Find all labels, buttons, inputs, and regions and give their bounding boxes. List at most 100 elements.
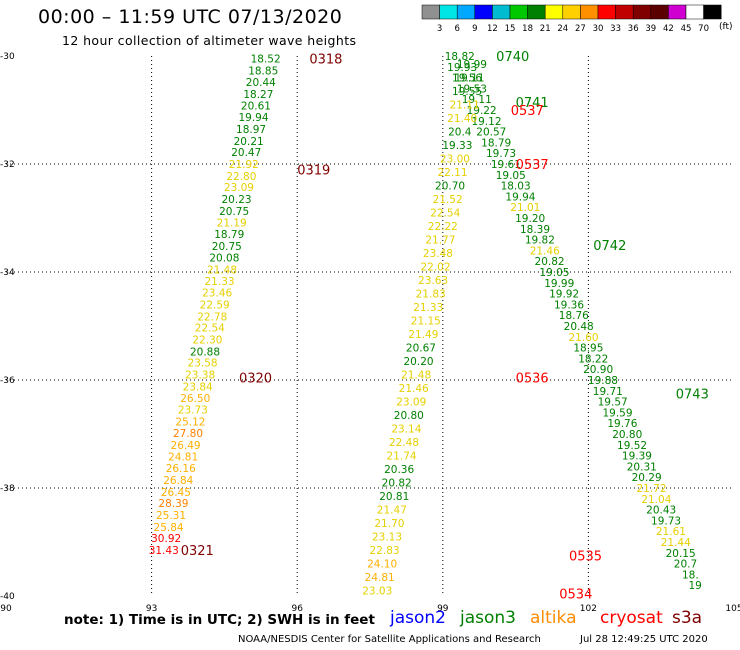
data-point-jason3: 19.05: [539, 267, 569, 279]
time-label-s3a: 0321: [181, 544, 214, 559]
data-point-s3a: 18.52: [251, 54, 281, 66]
data-point-s3a: 31.43: [149, 545, 179, 557]
data-point-s3a: 25.31: [156, 510, 186, 522]
data-point-s3a: 22.59: [200, 299, 230, 311]
legend-swatch: [650, 4, 669, 20]
data-point-cryosat: 22.48: [389, 437, 419, 449]
data-point-cryosat: 24.10: [367, 559, 397, 571]
x-tick-label: 93: [146, 604, 157, 614]
data-point-cryosat: 21.15: [411, 316, 441, 328]
legend-tick-label: 39: [645, 24, 656, 34]
data-point-jason3: 20.48: [564, 321, 594, 333]
data-point-cryosat: 23.13: [372, 532, 402, 544]
data-point-jason3: 19.73: [651, 515, 681, 527]
legend-tick-label: 21: [540, 24, 551, 34]
data-point-cryosat: 21.83: [416, 289, 446, 301]
data-point-cryosat: 23.03: [362, 586, 392, 598]
data-point-cryosat: 22.54: [430, 208, 460, 220]
data-point-cryosat: 20.4: [448, 127, 472, 139]
data-point-cryosat: 21.40: [447, 113, 477, 125]
data-point-jason3: 18.82: [445, 51, 475, 63]
data-point-jason3: 18.22: [578, 353, 608, 365]
data-point-jason3: 20.15: [666, 548, 696, 560]
legend-swatch: [632, 4, 652, 20]
credit-text: NOAA/NESDIS Center for Satellite Applica…: [238, 634, 541, 645]
legend-swatch: [615, 4, 634, 20]
x-tick-label: 99: [437, 604, 449, 614]
data-point-s3a: 21.19: [217, 217, 247, 229]
data-point-jason3: 19.73: [486, 148, 516, 160]
data-point-cryosat: 24.81: [365, 572, 395, 584]
data-point-jason3: 18.79: [481, 137, 511, 149]
legend-swatch: [509, 4, 528, 20]
data-point-jason3: 19.99: [544, 278, 574, 290]
time-label-cryosat: 0535: [569, 550, 602, 565]
data-point-cryosat: 21.47: [377, 505, 407, 517]
data-point-jason3: 21.04: [641, 494, 671, 506]
data-point-cryosat: 20.81: [379, 491, 409, 503]
data-point-jason3: 20.80: [612, 429, 642, 441]
data-point-cryosat: 21.48: [401, 370, 431, 382]
data-point-s3a: 20.47: [231, 147, 261, 159]
data-point-jason3: 19.94: [505, 191, 535, 203]
data-point-jason3: 18.95: [573, 343, 603, 355]
data-point-s3a: 25.12: [175, 417, 205, 429]
data-point-s3a: 20.61: [241, 101, 271, 113]
data-point-jason3: 19.93: [447, 62, 477, 74]
time-label-jason3: 0742: [593, 239, 626, 254]
data-point-jason3: 19.05: [496, 170, 526, 182]
data-point-cryosat: 22.02: [420, 262, 450, 274]
chart-subtitle: 12 hour collection of altimeter wave hei…: [62, 33, 357, 48]
data-point-cryosat: 20.20: [404, 356, 434, 368]
data-point-cryosat: 21.46: [399, 383, 429, 395]
data-point-jason3: 19.59: [602, 407, 632, 419]
data-point-s3a: 22.30: [192, 335, 222, 347]
legend-tick-label: 36: [628, 24, 639, 34]
legend-swatch: [562, 4, 581, 20]
data-point-s3a: 27.80: [173, 428, 203, 440]
data-point-jason3: 20.90: [583, 364, 613, 376]
y-tick-label: -30: [0, 52, 15, 62]
data-point-s3a: 22.54: [195, 323, 225, 335]
time-label-cryosat: 0536: [516, 371, 549, 386]
data-point-jason3: 20.82: [535, 256, 565, 268]
legend-swatch: [685, 4, 704, 20]
time-label-jason3: 0743: [676, 388, 709, 403]
data-point-jason3: 21.60: [569, 332, 599, 344]
legend-sat-altika: altika: [530, 608, 577, 628]
time-label-cryosat: 0537: [511, 104, 544, 119]
data-point-jason3: 20.7: [674, 559, 697, 571]
data-point-s3a: 26.50: [180, 393, 210, 405]
data-point-s3a: 26.49: [171, 440, 201, 452]
legend-tick-label: 24: [557, 24, 568, 34]
data-point-jason3: 19.53: [457, 83, 487, 95]
legend-tick-label: 27: [575, 24, 586, 34]
legend-tick-label: 18: [522, 24, 533, 34]
data-point-s3a: 18.79: [214, 229, 244, 241]
data-point-s3a: 23.38: [185, 370, 215, 382]
data-point-jason3: 19.11: [462, 94, 492, 106]
data-point-s3a: 18.97: [236, 124, 266, 136]
data-point-jason3: 19.82: [525, 235, 555, 247]
data-point-cryosat: 20.82: [382, 478, 412, 490]
x-tick-label: 90: [0, 604, 12, 614]
data-point-cryosat: 21.70: [374, 518, 404, 530]
data-point-jason3: 19.22: [467, 105, 497, 117]
time-label-s3a: 0319: [297, 163, 330, 178]
data-point-cryosat: 21.52: [433, 194, 463, 206]
legend-sat-jason2: jason2: [390, 608, 446, 628]
data-point-jason3: 19.76: [607, 418, 637, 430]
data-point-jason3: 19.52: [617, 440, 647, 452]
legend-swatch: [597, 4, 616, 20]
data-point-jason3: 18.76: [559, 310, 589, 322]
data-point-jason3: 19.36: [554, 299, 584, 311]
data-point-jason3: 19: [688, 580, 701, 592]
data-point-s3a: 24.81: [168, 452, 198, 464]
data-point-s3a: 23.73: [178, 405, 208, 417]
data-point-jason3: 20.29: [632, 472, 662, 484]
legend-swatch: [544, 4, 564, 20]
legend-swatch: [703, 4, 722, 20]
legend-sat-cryosat: cryosat: [600, 608, 663, 628]
data-point-jason3: 21.44: [661, 537, 691, 549]
